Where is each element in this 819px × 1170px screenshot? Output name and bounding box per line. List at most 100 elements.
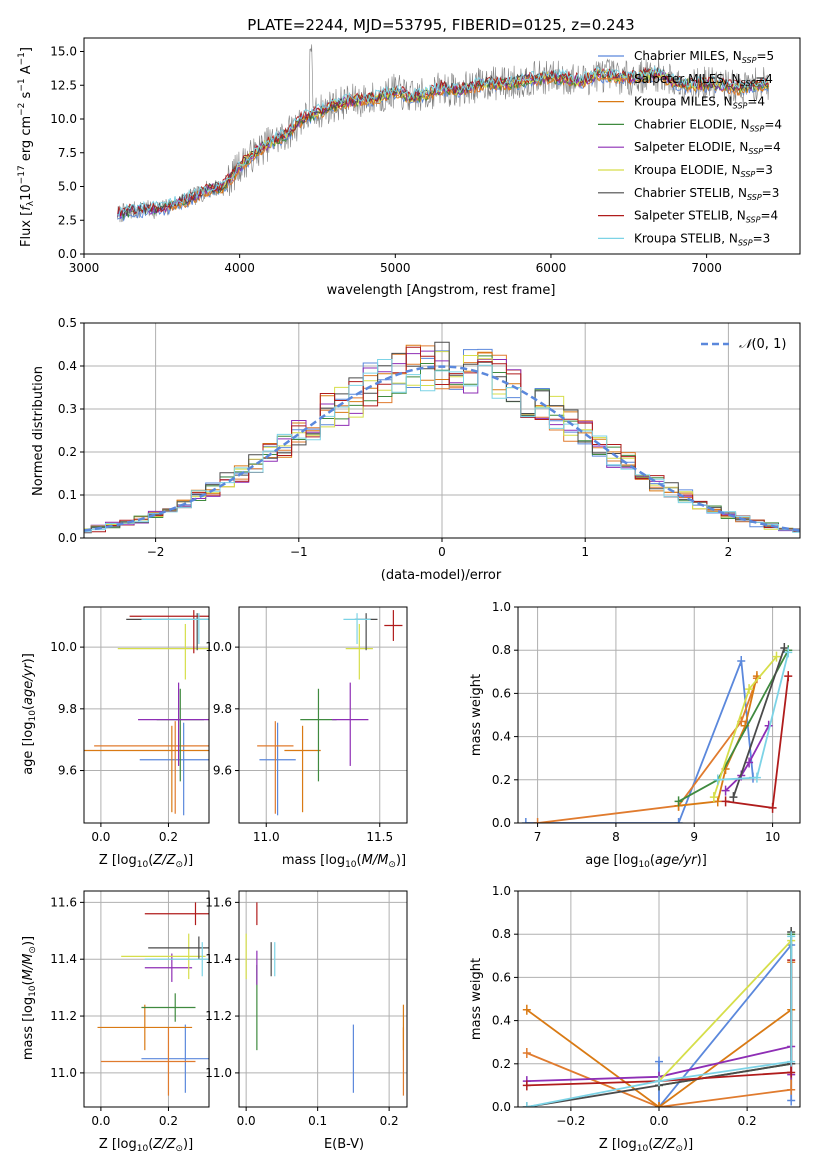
mass-vs-ebv-panel: E(B-V) 0.0 0.1 0.2 11.0 11.2 11.4 11.6 bbox=[205, 890, 408, 1152]
x-tick-label: 0.0 bbox=[91, 1114, 110, 1128]
x-tick-label: 6000 bbox=[536, 261, 567, 275]
residual-histogram-3 bbox=[84, 344, 800, 531]
y-tick-label: 0.4 bbox=[492, 1014, 511, 1028]
legend-label-8: Salpeter STELIB, NSSP=4 bbox=[634, 209, 778, 225]
x-tick-label: 11.5 bbox=[366, 830, 393, 844]
errorbar-point-4 bbox=[300, 688, 337, 782]
errorbar-point-5 bbox=[332, 682, 369, 766]
y-tick-label: 10.0 bbox=[50, 640, 77, 654]
series-marker bbox=[709, 792, 718, 803]
y-tick-label: 7.5 bbox=[58, 146, 77, 160]
series-marker bbox=[780, 643, 789, 654]
age_vs_Z-plot-area bbox=[84, 610, 209, 816]
y-tick-label: 9.6 bbox=[213, 764, 232, 778]
mass_vs_Z-grid bbox=[84, 891, 209, 1107]
y-tick-label: 5.0 bbox=[58, 180, 77, 194]
x-tick-label: 9 bbox=[690, 830, 698, 844]
y-tick-label: 9.6 bbox=[58, 764, 77, 778]
normal-reference-curve bbox=[84, 365, 800, 532]
series-line-6 bbox=[658, 940, 792, 1082]
x-tick-label: 0.2 bbox=[159, 1114, 178, 1128]
legend-label-1: Chabrier MILES, NSSP=5 bbox=[634, 49, 774, 65]
legend-label-7: Chabrier STELIB, NSSP=3 bbox=[634, 186, 779, 202]
age_vs_mass-frame bbox=[238, 606, 408, 824]
series-marker bbox=[713, 774, 722, 785]
x-tick-label: −2 bbox=[147, 545, 165, 559]
mwz-xlabel: Z [log10(Z/Z⊙)] bbox=[599, 1137, 693, 1154]
massweight_vs_age-axes: 7 8 9 10 0.0 0.2 0.4 0.6 0.8 1.0 bbox=[492, 600, 801, 844]
y-tick-label: 0.4 bbox=[492, 730, 511, 744]
spectrum-plot-area bbox=[117, 44, 770, 223]
y-tick-label: 10.0 bbox=[50, 112, 77, 126]
series-marker bbox=[752, 772, 761, 783]
mass_vs_Z-axes: 0.0 0.2 11.0 11.2 11.4 11.6 bbox=[50, 890, 210, 1128]
x-tick-label: 0.2 bbox=[159, 830, 178, 844]
agemass-xlabel: mass [log10(M/M⊙)] bbox=[282, 853, 406, 870]
legend-label-normal: 𝒩(0, 1) bbox=[739, 337, 786, 352]
mwz-ylabel: mass weight bbox=[469, 958, 484, 1040]
errorbar-point-3 bbox=[84, 725, 209, 813]
y-tick-label: 0.5 bbox=[58, 316, 77, 330]
series-marker bbox=[768, 802, 777, 813]
massweight_vs_age-plot-area bbox=[521, 643, 793, 823]
y-tick-label: 11.0 bbox=[50, 1066, 77, 1080]
residuals-plot-area bbox=[84, 341, 800, 534]
errorbar-point-1 bbox=[141, 1024, 209, 1093]
spectrum-frame bbox=[83, 37, 801, 255]
errorbar-point-9 bbox=[343, 613, 371, 645]
errorbar-point-4 bbox=[141, 993, 196, 1022]
series-marker bbox=[713, 796, 722, 807]
y-tick-label: 11.6 bbox=[50, 895, 77, 909]
mass-vs-metallicity-panel: mass [log10(M/M⊙)] Z [log10(Z/Z⊙)] 0.0 0.… bbox=[21, 890, 210, 1154]
y-tick-label: 0.6 bbox=[492, 970, 511, 984]
x-tick-label: −0.2 bbox=[556, 1114, 585, 1128]
series-marker bbox=[721, 785, 730, 796]
mass_vs_Z-plot-area bbox=[97, 902, 209, 1096]
mwage-ylabel: mass weight bbox=[469, 674, 484, 756]
residual-histogram-2 bbox=[84, 345, 800, 531]
legend-label-4: Chabrier ELODIE, NSSP=4 bbox=[634, 117, 782, 133]
massz-ylabel: mass [log10(M/M⊙)] bbox=[21, 936, 38, 1060]
massweight_vs_age-frame bbox=[517, 606, 801, 824]
massweight_vs_Z-axes: −0.2 0.0 0.2 0.0 0.2 0.4 0.6 0.8 1.0 bbox=[492, 884, 801, 1128]
spectrum-xlabel: wavelength [Angstrom, rest frame] bbox=[327, 283, 556, 298]
series-marker bbox=[522, 1048, 531, 1058]
legend-label-2: Salpeter MILES, NSSP=4 bbox=[634, 72, 773, 88]
series-marker bbox=[787, 1084, 796, 1095]
residuals-ylabel: Normed distribution bbox=[31, 366, 46, 496]
residual-histogram-4 bbox=[84, 355, 800, 531]
y-tick-label: 0.2 bbox=[492, 1057, 511, 1071]
x-tick-label: −1 bbox=[290, 545, 308, 559]
legend-label-9: Kroupa STELIB, NSSP=3 bbox=[634, 231, 770, 247]
series-marker bbox=[522, 1004, 531, 1015]
series-marker bbox=[521, 818, 530, 823]
model-spectrum-line-8 bbox=[117, 66, 769, 217]
x-tick-label: 0 bbox=[438, 545, 446, 559]
series-marker bbox=[522, 1080, 531, 1091]
x-tick-label: 11.0 bbox=[253, 830, 280, 844]
errorbar-point-8 bbox=[129, 610, 209, 654]
age_vs_mass-grid bbox=[239, 607, 407, 823]
series-marker bbox=[787, 1067, 796, 1078]
y-tick-label: 11.0 bbox=[205, 1066, 232, 1080]
x-tick-label: 7000 bbox=[691, 261, 722, 275]
errorbar-point-2 bbox=[100, 1027, 196, 1096]
residuals-panel: (data-model)/error Normed distribution −… bbox=[31, 316, 801, 583]
series-line-9 bbox=[526, 936, 793, 1107]
series-marker bbox=[784, 671, 793, 682]
errorbar-point-9 bbox=[141, 613, 209, 645]
y-tick-label: 0.0 bbox=[492, 1100, 511, 1114]
series-line-3 bbox=[526, 1009, 792, 1107]
y-tick-label: 11.4 bbox=[205, 952, 232, 966]
series-marker bbox=[655, 1102, 663, 1107]
series-line-5 bbox=[724, 725, 770, 792]
y-tick-label: 0.0 bbox=[58, 247, 77, 261]
y-tick-label: 0.2 bbox=[58, 445, 77, 459]
residuals-frame bbox=[83, 322, 801, 539]
massweight_vs_Z-plot-area bbox=[522, 927, 796, 1107]
x-tick-label: 5000 bbox=[380, 261, 411, 275]
age_vs_mass-plot-area bbox=[257, 610, 403, 816]
y-tick-label: 0.0 bbox=[492, 816, 511, 830]
massz-xlabel: Z [log10(Z/Z⊙)] bbox=[99, 1137, 193, 1154]
errorbar-point-3 bbox=[97, 1004, 193, 1051]
